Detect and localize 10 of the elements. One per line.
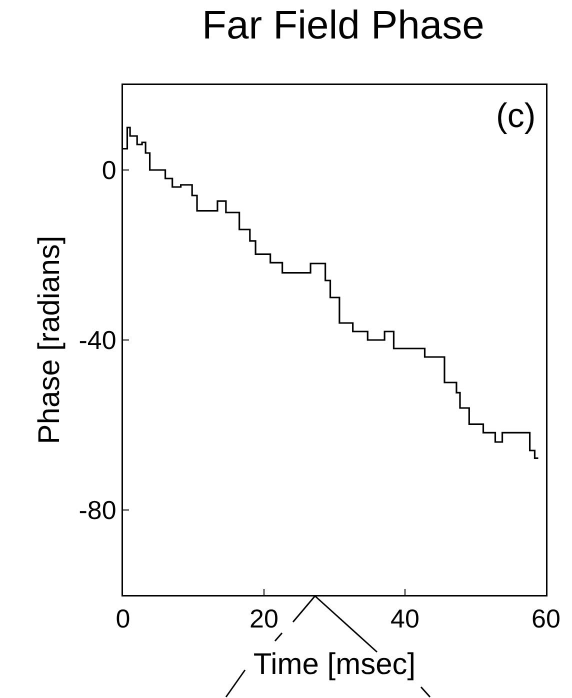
y-tick-label: -40 — [78, 325, 116, 356]
chart-title: Far Field Phase — [202, 3, 484, 48]
x-tick-label: 20 — [250, 604, 278, 634]
x-tick-label: 40 — [390, 604, 420, 634]
y-axis-title: Phase [radians] — [32, 236, 66, 444]
y-tick-label: -80 — [78, 495, 116, 526]
x-tick-label: 60 — [532, 604, 560, 634]
y-tick-label: 0 — [102, 155, 116, 186]
annotation: (c) — [496, 97, 536, 135]
x-axis-title: Time [msec] — [253, 648, 416, 681]
